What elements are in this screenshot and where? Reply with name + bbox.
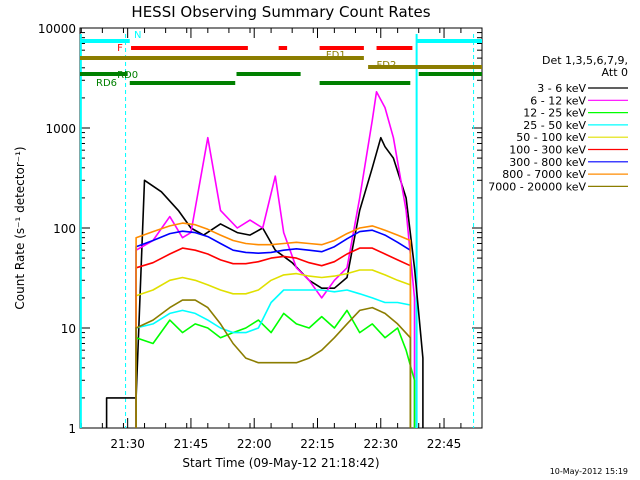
- y-tick-label: 10: [61, 322, 76, 336]
- flag-label-rd0: RD0: [117, 70, 138, 81]
- legend-entry: 800 - 7000 keV: [502, 168, 586, 181]
- x-tick-label: 21:45: [174, 437, 209, 451]
- legend-entry: 12 - 25 keV: [523, 107, 586, 120]
- x-tick-label: 22:15: [300, 437, 335, 451]
- series-line: [105, 136, 424, 428]
- legend-entry: 6 - 12 keV: [530, 94, 586, 107]
- series-line: [135, 91, 416, 428]
- y-tick-label: 1: [68, 422, 76, 436]
- legend-entry: 50 - 100 keV: [516, 131, 586, 144]
- y-tick-label: 10000: [38, 22, 76, 36]
- x-tick-label: 22:45: [427, 437, 462, 451]
- series-line: [135, 229, 412, 428]
- plot-frame: [79, 27, 483, 429]
- series-lines: [105, 91, 424, 428]
- series-line: [135, 247, 412, 428]
- chart-title: HESSI Observing Summary Count Rates: [131, 3, 430, 21]
- legend-entry: 100 - 300 keV: [509, 144, 586, 157]
- y-tick-label: 100: [53, 222, 76, 236]
- series-line: [135, 222, 412, 428]
- legend-entry: 3 - 6 keV: [537, 82, 586, 95]
- x-axis-label: Start Time (09-May-12 21:18:42): [182, 456, 379, 470]
- legend-header: Det 1,3,5,6,7,9,: [542, 54, 628, 67]
- legend-entry: 7000 - 20000 keV: [488, 180, 586, 193]
- series-line: [135, 309, 416, 428]
- plot-area: [79, 27, 483, 429]
- series-line: [135, 289, 412, 428]
- flag-label-fd2: FD2: [377, 60, 397, 71]
- legend-entry: 25 - 50 keV: [523, 119, 586, 132]
- y-axis-label: Count Rate (s⁻¹ detector⁻¹): [13, 146, 27, 309]
- x-tick-label: 22:00: [237, 437, 272, 451]
- flag-label-n: N: [134, 30, 141, 41]
- x-tick-label: 22:30: [363, 437, 398, 451]
- x-tick-label: 21:30: [110, 437, 145, 451]
- flag-label-rd6: RD6: [96, 78, 117, 89]
- x-axis: 21:30 21:45 22:00 22:15 22:30 22:45: [80, 28, 483, 451]
- legend-entry: 300 - 800 keV: [509, 156, 586, 169]
- footer-timestamp: 10-May-2012 15:19: [550, 467, 628, 476]
- y-axis: 1 10 100 1000 10000: [38, 22, 482, 436]
- y-tick-label: 1000: [45, 122, 76, 136]
- flag-label-f: F: [117, 43, 123, 54]
- series-line: [135, 299, 412, 428]
- legend-header: Att 0: [602, 66, 628, 79]
- flag-label-fd1: FD1: [326, 50, 346, 61]
- series-line: [135, 269, 412, 428]
